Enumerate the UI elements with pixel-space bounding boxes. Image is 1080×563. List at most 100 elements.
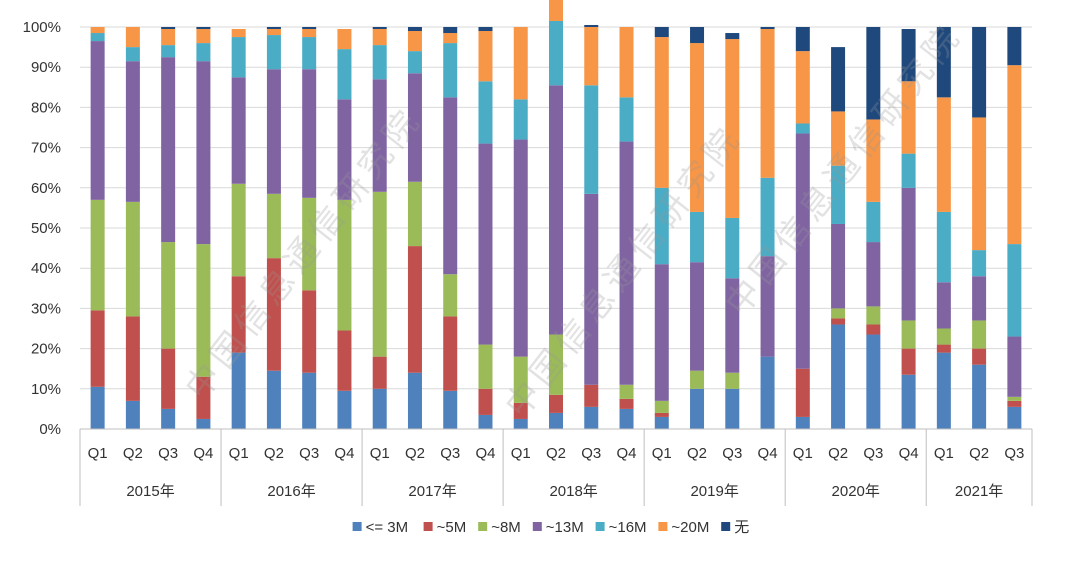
bar-segment [831, 111, 846, 166]
x-tick-label: Q2 [687, 445, 707, 462]
bar-segment [443, 27, 458, 34]
bar-segment [619, 408, 634, 429]
x-tick-label: Q1 [652, 445, 672, 462]
bar-segment [936, 344, 951, 353]
x-tick-label: Q2 [969, 445, 989, 462]
year-group-label: 2015年 [126, 483, 174, 500]
bar-segment [196, 244, 211, 377]
bar-segment [619, 141, 634, 385]
legend-item: ~13M [532, 519, 584, 536]
bar-segment [161, 242, 176, 349]
legend-label: ~20M [671, 519, 709, 536]
year-group-label: 2017年 [408, 483, 456, 500]
bar-segment [690, 43, 705, 212]
year-group-label: 2021年 [955, 483, 1003, 500]
bar-segment [231, 352, 246, 429]
bar-segment [654, 400, 669, 413]
bar-segment [372, 388, 387, 429]
bar-segment [90, 27, 105, 34]
legend-item: ~8M [478, 519, 521, 536]
bar-segment [972, 364, 987, 429]
bar-segment [654, 416, 669, 429]
x-tick-label: Q3 [440, 445, 460, 462]
bar-segment [407, 51, 422, 74]
bar-segment [125, 47, 140, 62]
bar-segment [478, 388, 493, 415]
bar-segment [866, 119, 881, 202]
legend-swatch [423, 522, 433, 531]
legend-swatch [658, 522, 668, 531]
legend-swatch [532, 522, 542, 531]
bar-segment [478, 143, 493, 345]
x-tick-label: Q3 [581, 445, 601, 462]
legend-label: ~5M [437, 519, 467, 536]
x-tick-label: Q2 [546, 445, 566, 462]
y-tick-label: 40% [31, 260, 61, 277]
bar-segment [443, 316, 458, 391]
x-tick-label: Q1 [370, 445, 390, 462]
bar-segment [372, 27, 387, 30]
bar-segment [231, 183, 246, 277]
bar-segment [125, 400, 140, 429]
y-tick-label: 90% [31, 59, 61, 76]
x-tick-label: Q2 [405, 445, 425, 462]
bar-segment [866, 242, 881, 307]
bar-segment [513, 139, 528, 357]
bar-segment [513, 356, 528, 403]
x-tick-label: Q3 [863, 445, 883, 462]
bar-segment [760, 356, 775, 429]
bar-segment [549, 394, 563, 413]
bar-segment [549, 412, 563, 429]
bar-segment [725, 217, 740, 279]
bar-segment [549, 334, 563, 395]
bar-segment [266, 27, 281, 30]
bar-segment [90, 310, 105, 387]
bar-segment [866, 306, 881, 325]
bar-segment [513, 99, 528, 140]
bar-segment [125, 27, 140, 48]
bar-segment [690, 27, 705, 44]
bar-segment [125, 61, 140, 202]
legend-item: ~5M [423, 519, 467, 536]
bar-segment [1007, 65, 1022, 245]
bars [90, 0, 1022, 429]
bar-segment [1007, 406, 1022, 429]
y-tick-label: 80% [31, 99, 61, 116]
bar-segment [196, 27, 211, 30]
x-axis: Q1 Q2 Q3 Q4 Q1 Q2 Q3 Q4 Q1 Q2 Q3 Q4 Q1 Q2 Q3 Q4 Q1 Q2 Q3 Q4… [79, 428, 1033, 506]
bar-segment [266, 193, 281, 259]
bar-segment [901, 374, 916, 429]
bar-segment [196, 61, 211, 245]
y-axis-tick-labels: 0% 10% 20% 30% 40% 50% 60% 70% 80% 90% 100% [23, 19, 61, 438]
bar-segment [478, 344, 493, 389]
bar-segment [302, 372, 317, 429]
bar-segment [584, 27, 599, 86]
bar-segment [161, 57, 176, 243]
year-group-label: 2020年 [832, 483, 880, 500]
bar-segment [654, 412, 669, 417]
x-tick-label: Q4 [193, 445, 213, 462]
bar-segment [690, 370, 705, 389]
bar-segment [478, 414, 493, 429]
bar-segment [795, 133, 810, 369]
x-tick-label: Q4 [334, 445, 354, 462]
bar-segment [372, 45, 387, 80]
year-group-label: 2019年 [690, 483, 738, 500]
bar-segment [901, 320, 916, 349]
legend-label: 无 [734, 519, 749, 536]
bar-segment [901, 348, 916, 375]
y-tick-label: 20% [31, 341, 61, 358]
bar-segment [795, 368, 810, 417]
bar-segment [795, 416, 810, 429]
bar-segment [1007, 27, 1022, 66]
bar-segment [584, 85, 599, 194]
bar-segment [831, 223, 846, 309]
bar-segment [161, 348, 176, 409]
x-tick-label: Q3 [1004, 445, 1024, 462]
bar-segment [302, 69, 317, 198]
legend-item: <= 3M [352, 519, 408, 536]
bar-segment [760, 29, 775, 178]
bar-segment [443, 274, 458, 317]
bar-segment [831, 47, 846, 112]
bar-segment [1007, 400, 1022, 407]
